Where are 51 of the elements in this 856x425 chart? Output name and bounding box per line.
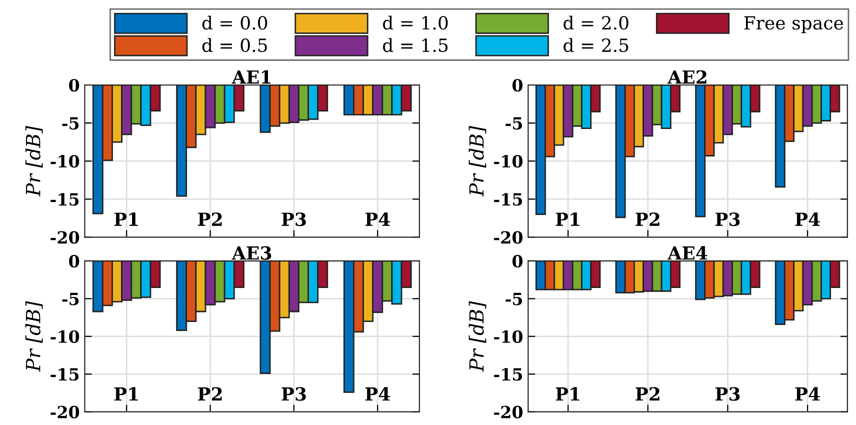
x-tick-label: P2 <box>636 387 660 401</box>
y-tick-label: -10 <box>494 330 523 343</box>
legend-label: d = 1.0 <box>382 16 448 30</box>
y-axis-title: Pr [dB] <box>468 301 486 372</box>
y-tick-label: -15 <box>50 193 79 206</box>
x-tick-label: P3 <box>282 387 306 401</box>
y-tick-label: -15 <box>50 368 79 381</box>
y-tick-label: -5 <box>62 117 79 130</box>
y-axis-title: Pr [dB] <box>25 126 43 197</box>
legend-label: d = 0.5 <box>202 38 267 52</box>
x-tick-label: P4 <box>365 212 390 226</box>
y-tick-label: -20 <box>50 406 80 418</box>
y-tick-label: 0 <box>69 78 80 92</box>
y-tick-label: -20 <box>494 406 523 418</box>
y-tick-label: -20 <box>50 231 80 244</box>
legend-label: Free space <box>744 16 844 34</box>
y-tick-label: -5 <box>62 292 79 306</box>
y-tick-label: -15 <box>494 368 522 381</box>
y-tick-label: -15 <box>494 193 522 206</box>
x-tick-label: P3 <box>715 212 740 226</box>
y-tick-label: 0 <box>512 78 523 92</box>
x-tick-label: P1 <box>114 212 138 226</box>
x-tick-label: P4 <box>365 387 390 401</box>
legend-label: d = 2.5 <box>564 38 628 52</box>
y-tick-label: -10 <box>50 330 80 343</box>
y-tick-label: -5 <box>506 292 522 306</box>
chart-title: AE3 <box>232 246 272 260</box>
y-tick-label: -10 <box>50 155 80 168</box>
y-tick-label: 0 <box>69 254 80 268</box>
x-tick-label: P1 <box>114 387 138 401</box>
chart-title: AE1 <box>232 70 270 84</box>
y-axis-title: Pr [dB] <box>25 301 43 372</box>
y-tick-label: -20 <box>494 231 523 244</box>
chart-title: AE4 <box>667 246 708 260</box>
x-tick-label: P1 <box>556 212 580 226</box>
y-tick-label: -10 <box>494 155 523 168</box>
x-tick-label: P3 <box>715 387 740 401</box>
legend-label: d = 1.5 <box>382 38 448 52</box>
x-tick-label: P2 <box>636 212 660 226</box>
x-tick-label: P1 <box>556 387 580 401</box>
y-tick-label: 0 <box>512 254 523 268</box>
y-tick-label: -5 <box>506 117 522 130</box>
x-tick-label: P2 <box>198 387 222 401</box>
legend-label: d = 0.0 <box>202 16 268 30</box>
x-tick-label: P3 <box>282 212 306 226</box>
y-axis-title: Pr [dB] <box>468 126 486 197</box>
x-tick-label: P2 <box>198 212 222 226</box>
x-tick-label: P4 <box>795 212 820 226</box>
legend-label: d = 2.0 <box>564 16 628 30</box>
x-tick-label: P4 <box>795 387 820 401</box>
chart-title: AE2 <box>667 70 706 84</box>
